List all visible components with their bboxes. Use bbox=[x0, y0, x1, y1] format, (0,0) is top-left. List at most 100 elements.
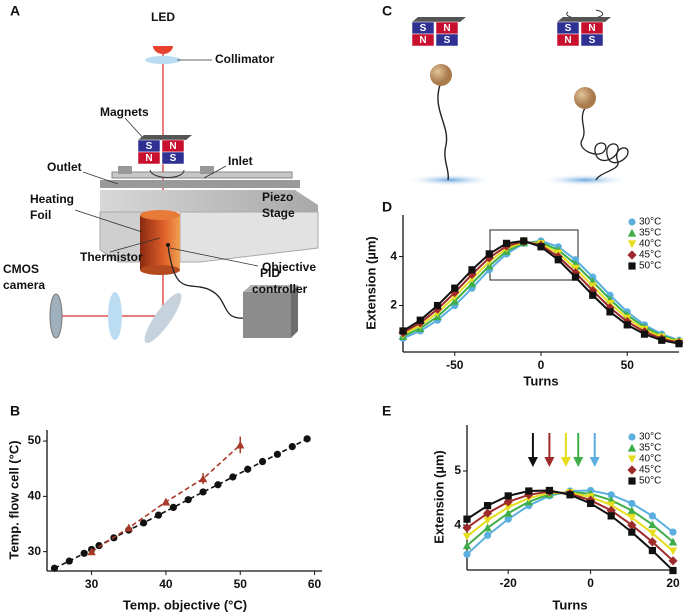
legend-label: 35°C bbox=[639, 228, 661, 239]
series-line bbox=[466, 489, 674, 572]
legend-label: 35°C bbox=[639, 443, 661, 454]
marker bbox=[87, 547, 96, 556]
marker bbox=[273, 450, 282, 458]
legend-marker bbox=[627, 443, 637, 452]
wire bbox=[167, 244, 246, 319]
marker bbox=[169, 503, 177, 512]
panel-label: D bbox=[382, 199, 392, 215]
legend-marker bbox=[627, 465, 637, 475]
collimator bbox=[145, 56, 181, 64]
magnet bbox=[138, 135, 192, 140]
marker bbox=[462, 532, 472, 541]
marker bbox=[606, 505, 616, 516]
marker bbox=[258, 457, 267, 466]
marker bbox=[198, 474, 208, 483]
legend-marker bbox=[628, 218, 636, 226]
marker bbox=[462, 541, 472, 550]
marker bbox=[288, 442, 296, 451]
magnet bbox=[557, 17, 611, 22]
x-axis-label: Temp. objective (°C) bbox=[123, 597, 247, 612]
y-tick-label: 4 bbox=[390, 249, 397, 263]
heating-foil bbox=[140, 265, 180, 275]
label: PID bbox=[260, 266, 280, 280]
marker bbox=[607, 491, 615, 499]
label: CMOS bbox=[3, 262, 39, 276]
magnet-letter: S bbox=[589, 35, 596, 46]
magnet-letter: S bbox=[146, 141, 153, 152]
marker bbox=[648, 512, 657, 520]
peak-arrow-head bbox=[560, 457, 571, 467]
marker bbox=[236, 440, 245, 449]
magnet bbox=[411, 33, 435, 47]
y-axis-label: Extension (µm) bbox=[363, 236, 378, 329]
series-line bbox=[402, 240, 680, 344]
mirror bbox=[144, 293, 182, 343]
marker bbox=[669, 566, 677, 575]
label: Heating bbox=[30, 192, 74, 206]
panel-label: B bbox=[10, 403, 20, 419]
surface bbox=[405, 174, 495, 186]
legend-marker bbox=[627, 250, 637, 260]
x-tick-label: 40 bbox=[159, 577, 173, 591]
marker bbox=[503, 497, 513, 507]
marker bbox=[451, 284, 459, 292]
label: Magnets bbox=[100, 105, 149, 119]
marker bbox=[504, 515, 512, 523]
marker bbox=[607, 512, 615, 520]
marker bbox=[545, 486, 553, 495]
stage-top bbox=[100, 190, 318, 212]
marker bbox=[628, 528, 636, 536]
legend-marker bbox=[627, 240, 637, 249]
marker bbox=[675, 340, 683, 348]
marker bbox=[648, 520, 657, 529]
marker bbox=[463, 515, 471, 523]
tether-diagram bbox=[405, 9, 630, 186]
marker bbox=[484, 502, 492, 510]
marker bbox=[484, 531, 492, 539]
marker bbox=[462, 523, 472, 533]
x-tick-label: 60 bbox=[308, 577, 322, 591]
panel-label: C bbox=[382, 3, 392, 19]
marker bbox=[537, 243, 545, 251]
marker bbox=[525, 487, 533, 495]
x-tick-label: 0 bbox=[538, 358, 545, 372]
marker bbox=[668, 556, 678, 566]
x-axis-label: Turns bbox=[523, 373, 558, 388]
label: Inlet bbox=[228, 154, 253, 168]
marker bbox=[504, 503, 513, 512]
camera bbox=[49, 293, 63, 339]
marker bbox=[658, 336, 666, 344]
marker bbox=[244, 465, 252, 473]
marker bbox=[588, 285, 598, 296]
marker bbox=[607, 501, 616, 510]
marker bbox=[554, 256, 562, 264]
y-tick-label: 2 bbox=[390, 298, 397, 312]
peak-arrow-head bbox=[589, 457, 600, 467]
marker bbox=[399, 327, 407, 335]
dna bbox=[437, 84, 450, 181]
peak-arrow-head bbox=[544, 457, 555, 467]
marker bbox=[303, 435, 311, 443]
magnet bbox=[137, 151, 161, 165]
marker bbox=[485, 250, 493, 258]
marker bbox=[520, 237, 528, 245]
marker bbox=[648, 546, 656, 555]
x-tick-label: 50 bbox=[621, 358, 635, 372]
marker bbox=[483, 523, 492, 532]
inlet-port bbox=[200, 166, 214, 174]
legend-marker bbox=[627, 228, 637, 237]
marker bbox=[587, 499, 595, 508]
pointer-lines bbox=[74, 59, 259, 267]
x-tick-label: 0 bbox=[587, 576, 594, 590]
marker bbox=[502, 239, 511, 247]
label: controller bbox=[252, 282, 308, 296]
series-line bbox=[402, 241, 680, 342]
label: Outlet bbox=[47, 160, 82, 174]
marker bbox=[80, 549, 88, 557]
marker bbox=[571, 273, 580, 281]
dna bbox=[580, 107, 629, 181]
pid-box bbox=[291, 285, 298, 338]
magnet-letter: S bbox=[420, 23, 427, 34]
marker bbox=[463, 550, 471, 558]
bead bbox=[574, 87, 596, 109]
